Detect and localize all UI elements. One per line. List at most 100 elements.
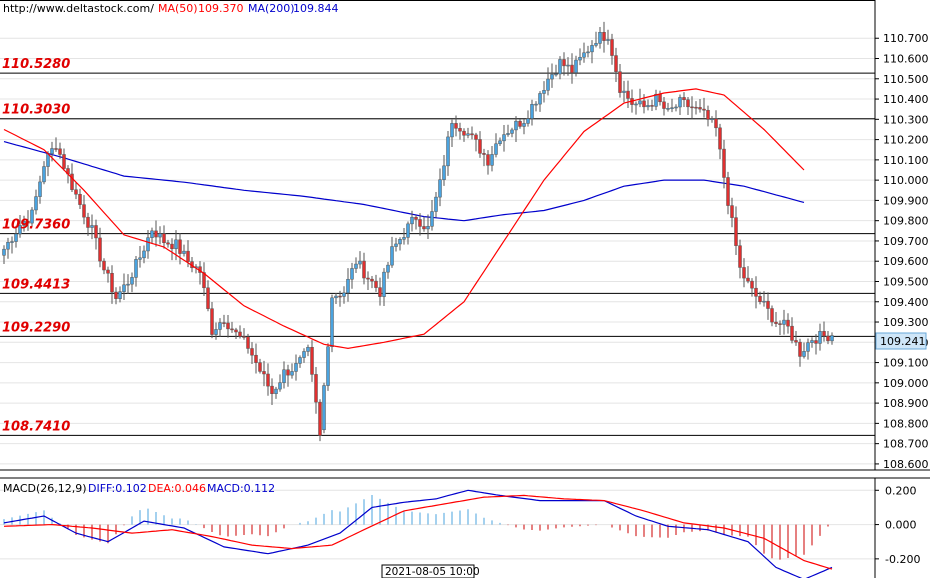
candle-body (610, 39, 614, 56)
candle-body (142, 250, 146, 259)
candle (802, 342, 806, 359)
candle-body (286, 369, 290, 376)
level-label: 110.3030 (2, 103, 70, 118)
candle-body (358, 260, 362, 265)
price-tick-label: 108.800 (883, 417, 929, 430)
candle (698, 98, 702, 113)
candle-body (382, 271, 386, 297)
candle (406, 221, 410, 245)
candle-body (302, 351, 306, 358)
candle-body (234, 329, 238, 333)
candle (358, 251, 362, 269)
price-axis: 110.700 110.600 110.500 110.400 110.300 110.2… (875, 32, 929, 471)
price-tick-label: 109.600 (883, 255, 929, 268)
candle-body (590, 45, 594, 53)
last-price-box (875, 332, 927, 350)
candle-body (826, 335, 830, 342)
level-label: 110.5280 (2, 57, 70, 72)
candle-body (42, 166, 46, 183)
candle-body (538, 93, 542, 105)
candle (542, 81, 546, 103)
candle-body (498, 140, 502, 145)
candle-body (550, 74, 554, 80)
candle (106, 266, 110, 283)
candle (774, 311, 778, 328)
candle (26, 210, 30, 231)
candle (22, 215, 26, 232)
candle (534, 101, 538, 112)
candle-body (54, 148, 58, 150)
candle (102, 258, 106, 275)
candle (762, 291, 766, 307)
candle (502, 125, 506, 152)
candle (790, 317, 794, 344)
candle (214, 322, 218, 340)
candle (150, 227, 154, 244)
candle-body (146, 237, 150, 252)
candle (506, 124, 510, 137)
candle (806, 338, 810, 360)
ma50-value: 109.370 (198, 2, 244, 15)
candle-body (106, 269, 110, 274)
candle (794, 330, 798, 346)
candle (562, 52, 566, 76)
candle (230, 321, 234, 333)
candle-body (622, 90, 626, 93)
candle (38, 175, 42, 204)
candle-body (494, 143, 498, 155)
candle-body (394, 243, 398, 247)
candle-body (50, 148, 54, 154)
candle (830, 332, 834, 345)
candle-body (402, 237, 406, 240)
candle-body (566, 64, 570, 67)
candle (646, 99, 650, 111)
candle (58, 142, 62, 159)
price-tick-label: 109.100 (883, 357, 929, 370)
candle-body (230, 328, 234, 331)
macd-tick-label: 0.200 (885, 484, 917, 497)
candle-body (718, 127, 722, 150)
candle (614, 47, 618, 82)
candle (62, 148, 66, 171)
candle (702, 97, 706, 118)
candle (750, 278, 754, 297)
candle (330, 294, 334, 353)
candle-body (774, 321, 778, 324)
level-labels: 110.5280 110.3030 109.7360 109.4413 109.2290… (2, 57, 70, 434)
candle (446, 131, 450, 176)
candle (210, 301, 214, 339)
candle (474, 132, 478, 152)
candle (678, 94, 682, 115)
candle-body (86, 216, 90, 228)
candle-body (778, 323, 782, 325)
candle-body (34, 196, 38, 211)
candle-body (450, 123, 454, 138)
level-label: 109.7360 (2, 218, 70, 233)
candle (2, 245, 6, 264)
candle (766, 292, 770, 320)
candle (282, 361, 286, 389)
source-url[interactable]: http://www.deltastock.com/ (3, 2, 154, 15)
candle-body (814, 340, 818, 344)
candle-body (818, 331, 822, 344)
candle (362, 252, 366, 285)
candle-body (14, 233, 18, 242)
candle (422, 216, 426, 232)
candle-body (794, 340, 798, 343)
candle (30, 207, 34, 227)
candle-body (798, 341, 802, 357)
candle-body (326, 346, 330, 386)
candle (822, 321, 826, 342)
price-tick-label: 109.300 (883, 316, 929, 329)
candle (518, 119, 522, 129)
candle (334, 292, 338, 305)
candlestick-series[interactable] (2, 21, 834, 442)
candle (402, 228, 406, 245)
candle (182, 244, 186, 257)
candle-body (438, 179, 442, 198)
candle (606, 29, 610, 45)
candle (34, 189, 38, 215)
candle-body (322, 385, 326, 431)
candle-body (654, 93, 658, 107)
candle-body (746, 277, 750, 282)
